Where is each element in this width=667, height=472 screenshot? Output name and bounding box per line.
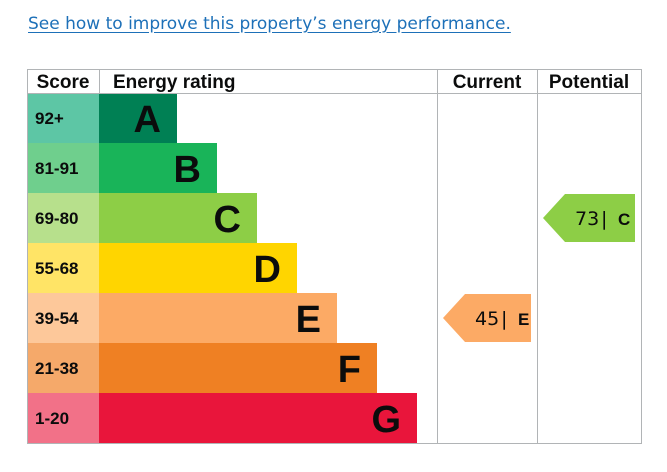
potential-rating-letter: C [618, 210, 630, 229]
score-range-b: 81-91 [35, 159, 78, 178]
rating-letter-f: F [338, 349, 361, 391]
score-range-a: 92+ [35, 109, 64, 128]
score-header: Score [37, 72, 90, 93]
rating-bar-f [99, 343, 377, 393]
score-cell-d [27, 243, 99, 293]
rating-bar-e [99, 293, 337, 343]
score-cell-a [27, 93, 99, 143]
rating-letter-b: B [174, 149, 201, 191]
potential-rating-separator: | [601, 208, 607, 230]
rating-bar-c [99, 193, 257, 243]
current-rating-value: 45 [475, 308, 499, 330]
score-cell-b [27, 143, 99, 193]
rating-letter-e: E [296, 299, 321, 341]
score-cell-g [27, 393, 99, 443]
rating-letter-d: D [254, 249, 281, 291]
score-range-d: 55-68 [35, 259, 78, 278]
score-range-g: 1-20 [35, 409, 69, 428]
rating-bar-b [99, 143, 217, 193]
current-rating-letter: E [518, 310, 529, 329]
score-cell-c [27, 193, 99, 243]
rating-letter-c: C [214, 199, 241, 241]
rating-bar-g [99, 393, 417, 443]
current-rating-arrow [443, 294, 531, 342]
score-cell-e [27, 293, 99, 343]
potential-rating-arrow [543, 194, 635, 242]
score-cell-f [27, 343, 99, 393]
improve-energy-performance-link[interactable]: See how to improve this property’s energ… [28, 14, 511, 34]
potential-rating-value: 73 [575, 208, 599, 230]
rating-letter-g: G [371, 399, 401, 441]
score-range-f: 21-38 [35, 359, 78, 378]
current-header: Current [453, 72, 522, 93]
rating-bar-d [99, 243, 297, 293]
score-range-c: 69-80 [35, 209, 78, 228]
rating-bar-a [99, 93, 177, 143]
potential-header: Potential [549, 72, 629, 93]
rating-letter-a: A [134, 99, 161, 141]
score-range-e: 39-54 [35, 309, 79, 328]
energy-rating-header: Energy rating [113, 72, 235, 93]
current-rating-separator: | [501, 308, 507, 330]
table-border [27, 69, 642, 444]
